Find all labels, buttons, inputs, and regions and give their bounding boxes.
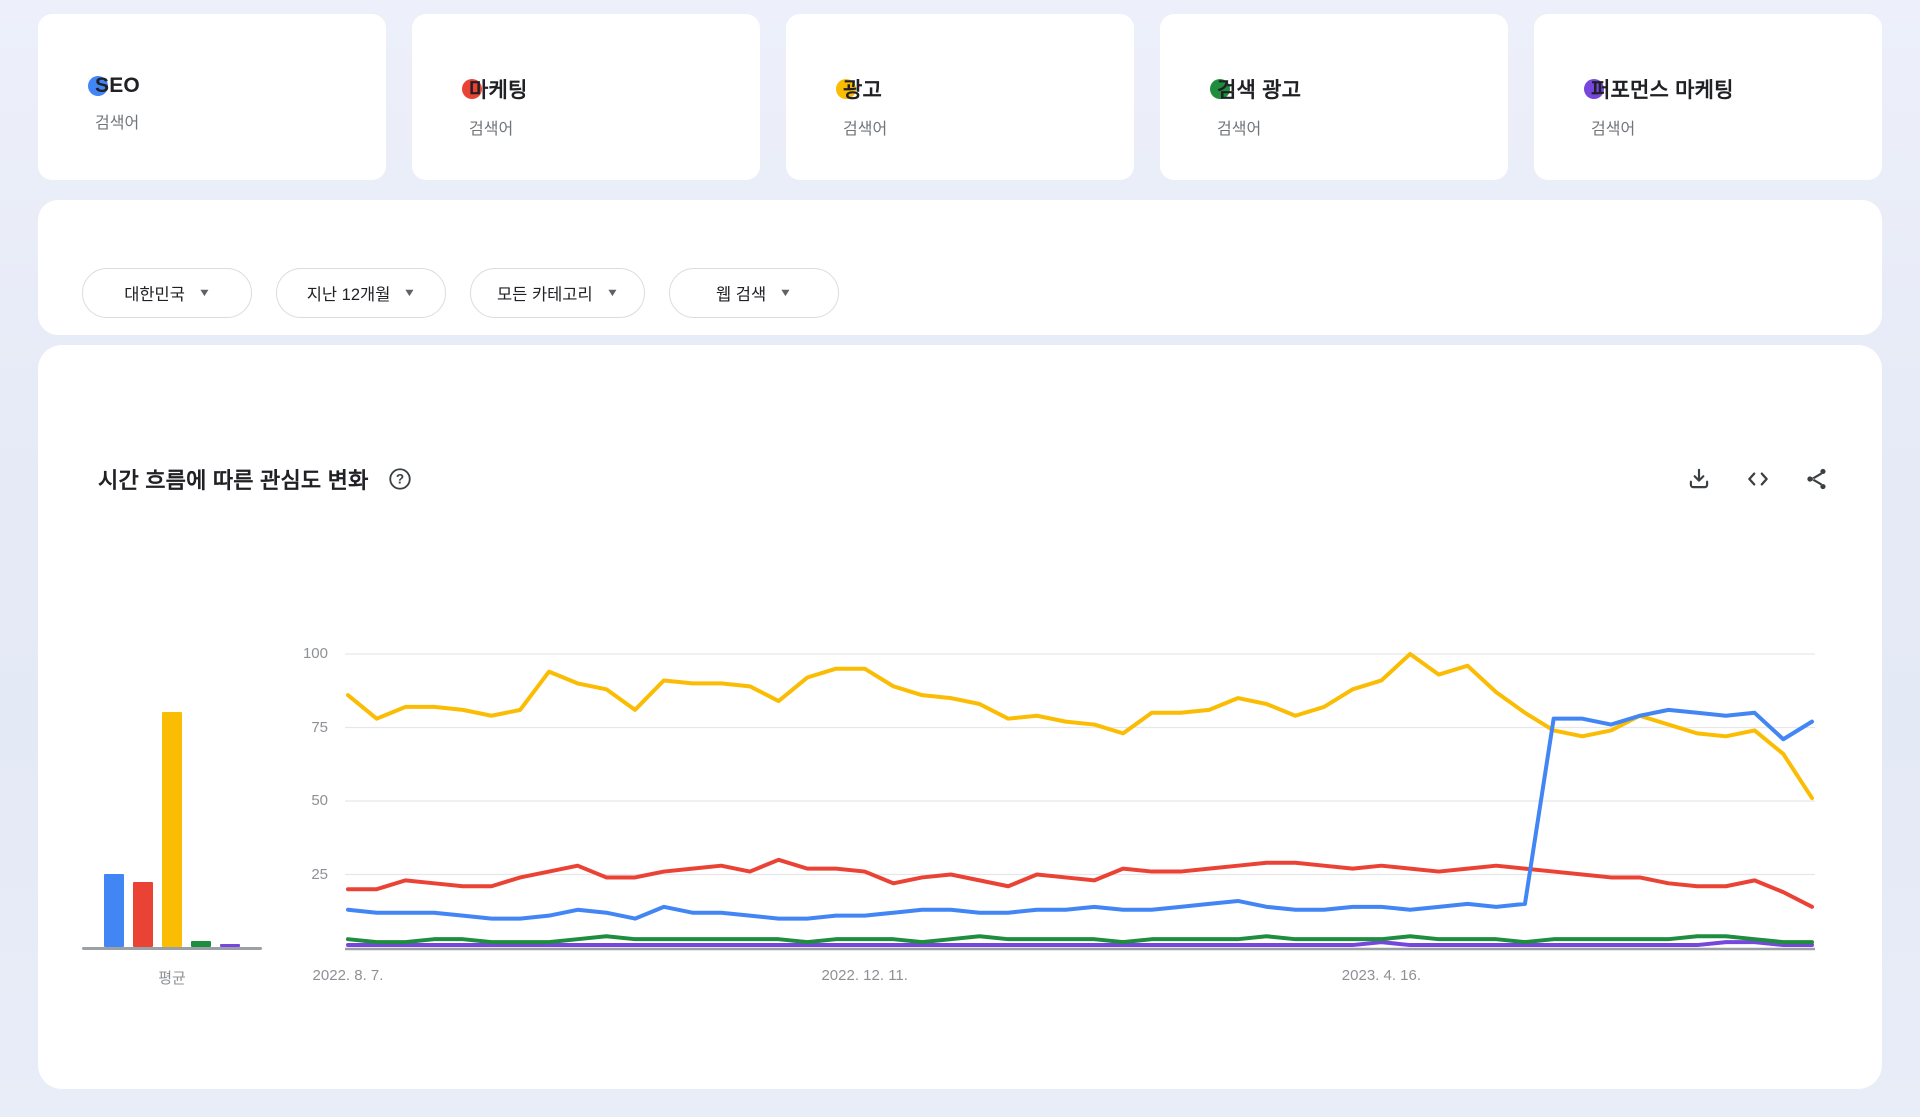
- average-bar-3: [191, 941, 211, 947]
- term-type-label: 검색어: [843, 121, 888, 138]
- average-bar-1: [133, 882, 153, 947]
- series-color-dot: [462, 79, 482, 99]
- trend-line-0: [346, 707, 1814, 921]
- y-axis-label: 100: [302, 645, 328, 662]
- x-axis-label: 2022. 8. 7.: [312, 967, 384, 984]
- term-label: 퍼포먼스 마케팅: [1591, 79, 1734, 102]
- category-filter-value: 모든 카테고리: [497, 286, 593, 304]
- trend-line-2: [346, 652, 1814, 801]
- average-bar-0: [104, 873, 124, 947]
- embed-icon[interactable]: [1744, 466, 1772, 492]
- line-chart-plot[interactable]: [345, 651, 1815, 951]
- trend-chart[interactable]: 평균 25 50 75 100 2022. 8. 7. 2022. 12. 11. 2023…: [38, 645, 1882, 1031]
- chevron-down-icon: ▼: [778, 287, 793, 299]
- interest-over-time-card: 시간 흐름에 따른 관심도 변화 ?: [38, 345, 1882, 1089]
- term-type-label: 검색어: [95, 115, 140, 132]
- region-filter-value: 대한민국: [124, 286, 185, 304]
- help-icon[interactable]: ?: [387, 466, 413, 492]
- term-card-marketing[interactable]: 마케팅 검색어: [412, 14, 760, 180]
- series-color-dot: [836, 79, 856, 99]
- chart-card-header: 시간 흐름에 따른 관심도 변화 ?: [98, 463, 1830, 495]
- svg-text:?: ?: [395, 472, 403, 487]
- filter-bar: 대한민국 ▼ 지난 12개월 ▼ 모든 카테고리 ▼ 웹 검색 ▼: [38, 200, 1882, 335]
- term-card-search-ad[interactable]: 검색 광고 검색어: [1160, 14, 1508, 180]
- x-axis-label: 2023. 4. 16.: [1341, 967, 1422, 984]
- chart-title: 시간 흐름에 따른 관심도 변화: [98, 468, 369, 493]
- share-icon[interactable]: [1804, 466, 1830, 492]
- series-color-dot: [1584, 79, 1604, 99]
- term-type-label: 검색어: [1591, 121, 1636, 138]
- term-label: 마케팅: [469, 79, 528, 102]
- trend-line-4: [346, 940, 1814, 948]
- trend-line-3: [346, 934, 1814, 945]
- term-label: 광고: [843, 79, 883, 102]
- series-color-dot: [88, 76, 108, 96]
- region-filter-dropdown[interactable]: 대한민국 ▼: [82, 268, 252, 318]
- category-filter-dropdown[interactable]: 모든 카테고리 ▼: [470, 268, 645, 318]
- search-type-filter-dropdown[interactable]: 웹 검색 ▼: [668, 268, 839, 318]
- x-axis-label: 2022. 12. 11.: [821, 967, 908, 984]
- term-card-seo[interactable]: SEO 검색어: [38, 14, 386, 180]
- time-range-filter-value: 지난 12개월: [306, 286, 391, 304]
- term-type-label: 검색어: [1217, 121, 1262, 138]
- term-card-performance-marketing[interactable]: 퍼포먼스 마케팅 검색어: [1534, 14, 1882, 180]
- download-icon[interactable]: [1686, 466, 1712, 492]
- chevron-down-icon: ▼: [605, 287, 619, 299]
- term-label: 검색 광고: [1217, 79, 1302, 102]
- y-axis-label: 50: [311, 792, 328, 809]
- average-bar-2: [162, 711, 182, 947]
- average-axis-label: 평균: [158, 970, 186, 987]
- y-axis-label: 25: [311, 865, 328, 883]
- chart-actions: [1686, 466, 1830, 492]
- average-axis-baseline: [82, 947, 262, 950]
- term-cards-row: SEO 검색어 마케팅 검색어 광고 검색어 검색 광고 검색어 퍼포먼스 마케…: [38, 14, 1882, 180]
- term-type-label: 검색어: [469, 121, 514, 138]
- filter-row: 대한민국 ▼ 지난 12개월 ▼ 모든 카테고리 ▼ 웹 검색 ▼: [82, 268, 839, 318]
- average-bar-chart: [96, 651, 248, 947]
- trend-line-1: [346, 857, 1814, 909]
- average-bar-4: [220, 944, 240, 947]
- y-axis-label: 75: [311, 718, 328, 736]
- search-type-filter-value: 웹 검색: [716, 286, 767, 304]
- time-range-filter-dropdown[interactable]: 지난 12개월 ▼: [276, 268, 446, 318]
- chevron-down-icon: ▼: [197, 287, 212, 299]
- term-card-ad[interactable]: 광고 검색어: [786, 14, 1134, 180]
- series-color-dot: [1210, 79, 1230, 99]
- term-label: SEO: [95, 74, 140, 97]
- chevron-down-icon: ▼: [403, 287, 417, 299]
